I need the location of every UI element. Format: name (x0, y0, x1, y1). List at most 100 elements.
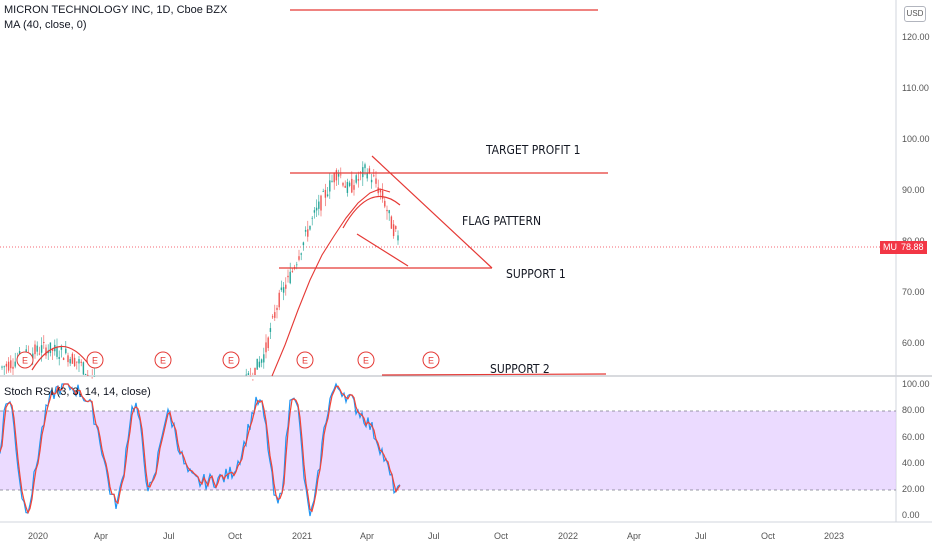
candle-body (40, 345, 43, 353)
candle-body (62, 357, 65, 360)
symbol-title[interactable]: MICRON TECHNOLOGY INC, 1D, Cboe BZX (4, 4, 228, 16)
candle-body (7, 361, 10, 371)
flag-pattern-label[interactable]: FLAG PATTERN (462, 214, 542, 228)
candle-body (73, 357, 76, 367)
price-axis-label: 120.00 (902, 32, 930, 42)
earnings-marker-label: E (428, 356, 434, 366)
price-axis-label: 110.00 (902, 83, 929, 93)
time-axis-label: Apr (94, 531, 109, 541)
candle-body (1, 366, 3, 368)
time-axis-label: 2022 (558, 531, 579, 541)
support-2-label[interactable]: SUPPORT 2 (490, 362, 550, 376)
candle-body (36, 345, 38, 352)
rsi-axis-label: 40.00 (902, 458, 925, 468)
time-axis-label: Oct (494, 531, 509, 541)
candle-body (12, 366, 14, 369)
candle-body (56, 346, 58, 357)
time-axis-label: 2020 (28, 531, 49, 541)
candle-body (395, 226, 397, 230)
candle-body (282, 287, 285, 293)
price-axis-label: 90.00 (902, 185, 925, 195)
candle-body (296, 264, 298, 266)
stoch-rsi-legend[interactable]: Stoch RSI (3, 3, 14, 14, close) (4, 386, 151, 398)
candle-body (320, 195, 322, 211)
stoch-d-line (0, 383, 401, 515)
candle-body (3, 366, 5, 368)
earnings-marker-label: E (228, 356, 234, 366)
candle-body (269, 328, 272, 332)
candle-body (353, 185, 355, 190)
candle-body (278, 292, 280, 308)
earnings-marker-icon (86, 351, 104, 369)
candle-body (60, 346, 63, 350)
target-profit-label[interactable]: TARGET PROFIT 1 (486, 143, 581, 157)
flag-arc[interactable] (342, 195, 401, 229)
candle-body (309, 225, 311, 230)
price-axis-label: 60.00 (902, 338, 925, 348)
currency-button[interactable]: USD (904, 6, 926, 22)
earnings-marker-label: E (160, 356, 166, 366)
time-axis-label: Jul (428, 531, 440, 541)
candle-body (285, 284, 287, 289)
candle-body (252, 379, 254, 381)
earnings-marker-label: E (302, 356, 308, 366)
candle-body (87, 374, 89, 376)
candle-body (368, 168, 371, 173)
rsi-axis-label: 100.00 (902, 379, 930, 389)
candle-body (373, 175, 375, 177)
earnings-marker-icon (154, 351, 172, 369)
earnings-marker-icon (422, 351, 440, 369)
candle-body (14, 361, 16, 367)
candle-body (304, 229, 307, 232)
drawing-layer[interactable] (31, 9, 608, 376)
candle-body (280, 287, 283, 290)
support-1-label[interactable]: SUPPORT 1 (506, 267, 566, 281)
candle-body (300, 253, 302, 255)
rsi-axis-label: 20.00 (902, 484, 925, 494)
candle-body (65, 348, 67, 354)
time-axis-label: Jul (695, 531, 707, 541)
candle-body (245, 374, 247, 376)
flag-lower-line[interactable] (356, 233, 409, 267)
time-axis-label: Jul (163, 531, 175, 541)
price-axis-label: 100.00 (902, 134, 930, 144)
candle-body (260, 359, 263, 363)
candle-body (276, 307, 278, 310)
candle-body (362, 167, 364, 178)
support-2-line[interactable] (381, 373, 607, 376)
candle-body (34, 344, 36, 355)
candlestick-series (1, 161, 399, 381)
moving-average-line (271, 188, 391, 377)
left-arc[interactable] (31, 345, 91, 371)
candle-body (38, 353, 41, 355)
candle-body (344, 185, 346, 188)
candle-body (271, 316, 274, 318)
candle-body (258, 361, 261, 367)
candle-body (381, 190, 384, 199)
candle-body (71, 353, 74, 364)
candle-body (32, 353, 34, 360)
candle-body (51, 348, 54, 351)
candle-body (392, 224, 395, 237)
candle-body (357, 179, 360, 181)
earnings-marker-icon (296, 351, 314, 369)
candle-body (388, 210, 390, 214)
candle-body (43, 341, 45, 343)
candle-body (49, 342, 52, 354)
candle-body (274, 312, 276, 318)
candle-body (340, 174, 342, 176)
ma-legend[interactable]: MA (40, close, 0) (4, 19, 87, 31)
flag-upper-line[interactable] (371, 155, 493, 269)
last-price-tag: 78.88 (898, 241, 927, 254)
rsi-axis-label: 60.00 (902, 432, 925, 442)
time-axis-label: Apr (360, 531, 375, 541)
candle-body (313, 210, 316, 213)
candle-body (348, 182, 351, 186)
time-axis-label: Oct (761, 531, 776, 541)
earnings-marker-icon (357, 351, 375, 369)
candle-body (287, 275, 289, 278)
rsi-axis-label: 80.00 (902, 405, 925, 415)
time-axis-label: 2023 (824, 531, 845, 541)
